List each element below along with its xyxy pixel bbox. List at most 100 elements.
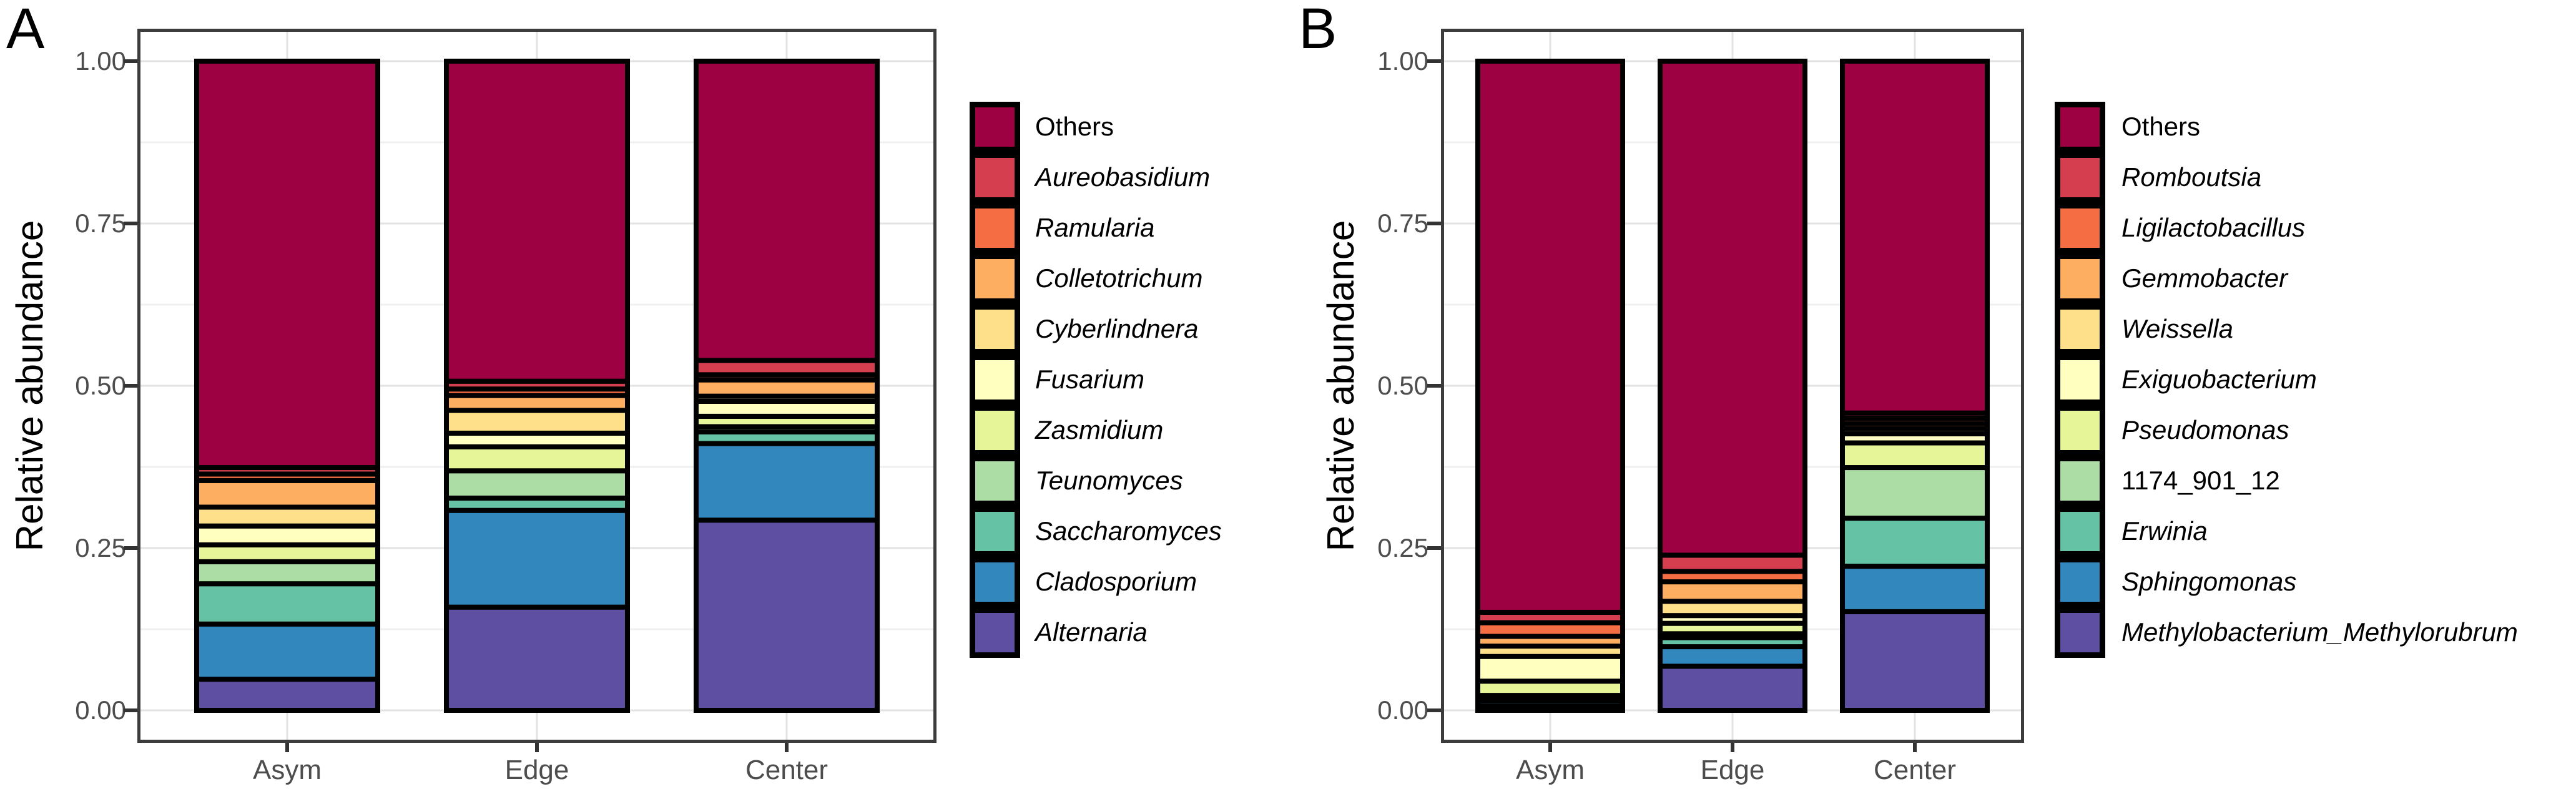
legend-b-swatch-gemmobacter: [2055, 253, 2105, 304]
legend-b-swatch-ligilactobacillus: [2055, 203, 2105, 253]
bar-segment-Asym-Fusarium: [194, 523, 380, 547]
bar-segment-Edge-Zasmidium: [444, 444, 630, 474]
panel-b-ytick-label-0.00: 0.00: [1377, 695, 1428, 725]
legend-a-label-saccharomyces: Saccharomyces: [1035, 516, 1222, 546]
bar-segment-Edge-Teunomyces: [444, 468, 630, 501]
bar-segment-Center-Alternaria: [694, 517, 880, 713]
legend-b-swatch-romboutsia: [2055, 152, 2105, 203]
panel-a-label: A: [6, 0, 45, 61]
legend-a-swatch-teunomyces: [970, 456, 1020, 506]
legend-a-label-cyberlindnera: Cyberlindnera: [1035, 314, 1199, 343]
panel-a-ytick-mark: [124, 59, 137, 63]
bar-segment-Center-Cladosporium: [694, 441, 880, 523]
panel-b-xtick-label-center: Center: [1873, 755, 1957, 785]
bar-segment-Asym-Teunomyces: [194, 559, 380, 587]
legend-b-swatch-1174-901-12: [2055, 456, 2105, 506]
bar-segment-Center-Others: [1840, 59, 1990, 416]
panel-b-ytick-mark: [1427, 546, 1441, 550]
legend-a-label-aureobasidium: Aureobasidium: [1035, 162, 1211, 192]
legend-b-swatch-exiguobacterium: [2055, 355, 2105, 405]
panel-a-xtick-mark-center: [785, 743, 789, 752]
panel-b-xtick-label-asym: Asym: [1516, 755, 1585, 785]
panel-b-xtick-mark-edge: [1731, 743, 1734, 752]
panel-a-xtick-label-center: Center: [745, 755, 828, 785]
panel-a-plot-area: [137, 29, 937, 743]
bar-segment-Center-1174_901_12: [1840, 465, 1990, 521]
bar-segment-Asym-Cyberlindnera: [194, 504, 380, 529]
legend-a-swatch-others: [970, 102, 1020, 152]
panel-b-xtick-label-edge: Edge: [1700, 755, 1765, 785]
panel-b-ytick-mark: [1427, 59, 1441, 63]
legend-a-label-cladosporium: Cladosporium: [1035, 567, 1197, 596]
panel-b-legend: [2055, 102, 2105, 658]
bar-segment-Edge-Others: [444, 59, 630, 384]
legend-a-label-colletotrichum: Colletotrichum: [1035, 263, 1203, 293]
panel-a-y-axis-title: Relative abundance: [9, 220, 51, 552]
panel-a-ytick-label-0.00: 0.00: [75, 695, 126, 725]
bar-segment-Edge-Cyberlindnera: [444, 408, 630, 436]
legend-b-swatch-others: [2055, 102, 2105, 152]
bar-segment-Center-Sphingomonas: [1840, 564, 1990, 614]
panel-b-ytick-mark: [1427, 222, 1441, 225]
legend-a-label-zasmidium: Zasmidium: [1035, 415, 1164, 444]
legend-a-swatch-zasmidium: [970, 405, 1020, 456]
bar-segment-Edge-Cladosporium: [444, 507, 630, 610]
panel-b-ytick-mark: [1427, 384, 1441, 388]
panel-a-ytick-mark: [124, 384, 137, 388]
bar-segment-Center-Erwinia: [1840, 516, 1990, 569]
panel-a-xtick-mark-edge: [535, 743, 539, 752]
panel-a-ytick-label-0.25: 0.25: [75, 533, 126, 562]
legend-a-swatch-aureobasidium: [970, 152, 1020, 203]
legend-a-swatch-saccharomyces: [970, 506, 1020, 557]
legend-a-swatch-alternaria: [970, 607, 1020, 658]
bar-segment-Asym-Colletotrichum: [194, 478, 380, 510]
legend-b-label-erwinia: Erwinia: [2121, 516, 2208, 546]
bar-segment-Asym-Exiguobacterium: [1475, 654, 1625, 684]
panel-b-ytick-label-0.25: 0.25: [1377, 533, 1428, 562]
legend-b-label-others: Others: [2121, 112, 2201, 141]
legend-b-label-methylobacterium: Methylobacterium_Methylorubrum: [2121, 617, 2518, 647]
legend-b-label-exiguobacterium: Exiguobacterium: [2121, 365, 2317, 394]
legend-b-swatch-weissella: [2055, 304, 2105, 355]
legend-b-swatch-erwinia: [2055, 506, 2105, 557]
legend-a-label-alternaria: Alternaria: [1035, 617, 1148, 647]
bar-segment-Edge-Sphingomonas: [1658, 644, 1807, 669]
legend-b-label-ligilactobacillus: Ligilactobacillus: [2121, 213, 2306, 242]
legend-a-swatch-cladosporium: [970, 557, 1020, 607]
bar-segment-Asym-Cladosporium: [194, 621, 380, 682]
bar-segment-Center-Pseudomonas: [1840, 440, 1990, 471]
legend-a-swatch-fusarium: [970, 355, 1020, 405]
legend-a-label-ramularia: Ramularia: [1035, 213, 1155, 242]
panel-a-ytick-label-0.50: 0.50: [75, 371, 126, 400]
panel-a-legend: [970, 102, 1020, 658]
legend-b-swatch-sphingomonas: [2055, 557, 2105, 607]
legend-a-swatch-cyberlindnera: [970, 304, 1020, 355]
panel-a-ytick-mark: [124, 708, 137, 712]
legend-b-swatch-methylobacterium: [2055, 607, 2105, 658]
panel-b-ytick-label-0.50: 0.50: [1377, 371, 1428, 400]
panel-b-xtick-mark-center: [1913, 743, 1917, 752]
bar-segment-Center-Methylobacterium_Methylorubrum: [1840, 609, 1990, 713]
bar-segment-Asym-Others: [194, 59, 380, 471]
legend-b-label-sphingomonas: Sphingomonas: [2121, 567, 2297, 596]
panel-b-ytick-label-1.00: 1.00: [1377, 46, 1428, 76]
bar-segment-Asym-Alternaria: [194, 677, 380, 713]
panel-a-ytick-label-0.75: 0.75: [75, 208, 126, 238]
legend-a-label-fusarium: Fusarium: [1035, 365, 1145, 394]
panel-a-ytick-mark: [124, 222, 137, 225]
panel-a-xtick-label-asym: Asym: [253, 755, 322, 785]
legend-a-swatch-ramularia: [970, 203, 1020, 253]
bar-segment-Edge-Methylobacterium_Methylorubrum: [1658, 664, 1807, 713]
legend-b-label-romboutsia: Romboutsia: [2121, 162, 2262, 192]
panel-a-xtick-label-edge: Edge: [504, 755, 569, 785]
panel-b-xtick-mark-asym: [1548, 743, 1552, 752]
panel-b-label: B: [1299, 0, 1337, 61]
legend-b-label-pseudomonas: Pseudomonas: [2121, 415, 2289, 444]
bar-segment-Asym-Zasmidium: [194, 542, 380, 564]
panel-b-plot-area: [1441, 29, 2024, 743]
panel-b-ytick-label-0.75: 0.75: [1377, 208, 1428, 238]
legend-b-swatch-pseudomonas: [2055, 405, 2105, 456]
panel-a-ytick-mark: [124, 546, 137, 550]
panel-a-ytick-label-1.00: 1.00: [75, 46, 126, 76]
